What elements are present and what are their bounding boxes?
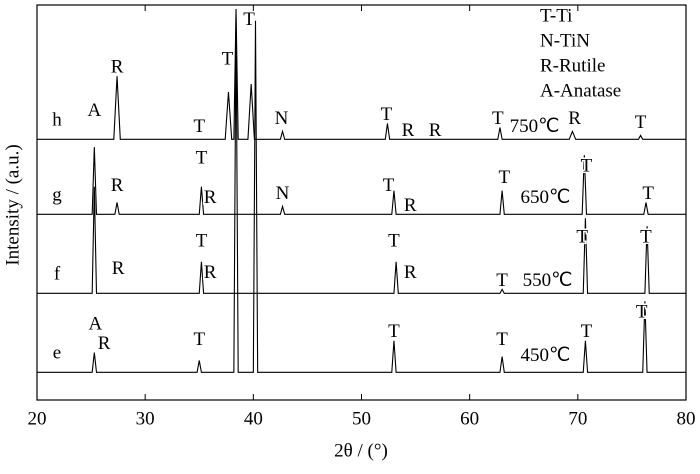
peak-annotation: A <box>89 313 103 334</box>
peak-annotation: 450℃ <box>520 345 570 366</box>
x-tick-label: 70 <box>568 408 587 429</box>
x-tick-label: 50 <box>352 408 371 429</box>
peak-annotation: R <box>402 120 415 141</box>
peak-annotation: T <box>576 226 588 247</box>
legend-note: A-Anatase <box>540 80 621 101</box>
x-tick-label: 60 <box>460 408 479 429</box>
peak-annotation: R <box>568 108 581 129</box>
peak-annotation: T <box>581 321 593 342</box>
peak-annotation: 650℃ <box>520 187 570 208</box>
peak-annotation: T <box>381 104 393 125</box>
legend-note: T-Ti <box>540 5 572 26</box>
peak-annotation: R <box>98 333 111 354</box>
peak-annotation: R <box>204 262 217 283</box>
x-tick-label: 40 <box>244 408 263 429</box>
peak-annotation: R <box>111 57 124 78</box>
peak-annotation: T <box>196 230 208 251</box>
x-tick-label: 80 <box>677 408 696 429</box>
peak-annotation: N <box>276 183 290 204</box>
spectrum-line <box>37 147 686 215</box>
peak-annotation: 550℃ <box>523 270 573 291</box>
y-axis-label: Intensity / (a.u.) <box>2 144 23 265</box>
peak-annotation: T <box>496 270 508 291</box>
spectrum-line <box>37 8 686 140</box>
series-name: h <box>52 110 62 131</box>
legend-note: R-Rutile <box>540 55 605 76</box>
peak-annotation: 750℃ <box>510 116 560 137</box>
peak-annotation: T <box>193 329 205 350</box>
peak-annotation: R <box>111 175 124 196</box>
peak-annotation: T <box>193 116 205 137</box>
peak-annotation: T <box>388 321 400 342</box>
peak-annotation: T <box>496 329 508 350</box>
series-name: f <box>54 264 61 285</box>
peak-annotation: T <box>640 226 652 247</box>
peak-annotation: T <box>492 108 504 129</box>
peak-annotation: T <box>222 49 234 70</box>
peak-annotation: T <box>498 167 510 188</box>
peak-annotation: A <box>87 100 101 121</box>
peak-annotation: T <box>636 301 648 322</box>
spectrum-line <box>37 186 686 294</box>
legend-note: N-TiN <box>540 30 590 51</box>
spectrum-line <box>37 16 686 373</box>
peak-annotation: R <box>429 120 442 141</box>
peak-annotation: T <box>383 175 395 196</box>
peak-annotation: R <box>112 258 125 279</box>
peak-annotation: T <box>196 147 208 168</box>
peak-annotation: T <box>243 9 255 30</box>
peak-annotation: R <box>404 195 417 216</box>
peak-annotation: R <box>404 262 417 283</box>
peak-annotation: T <box>635 112 647 133</box>
peak-annotation: T <box>642 183 654 204</box>
series-name: e <box>53 343 61 364</box>
peak-annotation: T <box>388 230 400 251</box>
x-tick-label: 20 <box>28 408 47 429</box>
peak-annotation: R <box>204 187 217 208</box>
x-axis-label: 2θ / (°) <box>334 440 388 461</box>
series-name: g <box>52 185 62 206</box>
peak-annotation: N <box>275 108 289 129</box>
peak-annotation: T <box>581 155 593 176</box>
x-tick-label: 30 <box>136 408 155 429</box>
